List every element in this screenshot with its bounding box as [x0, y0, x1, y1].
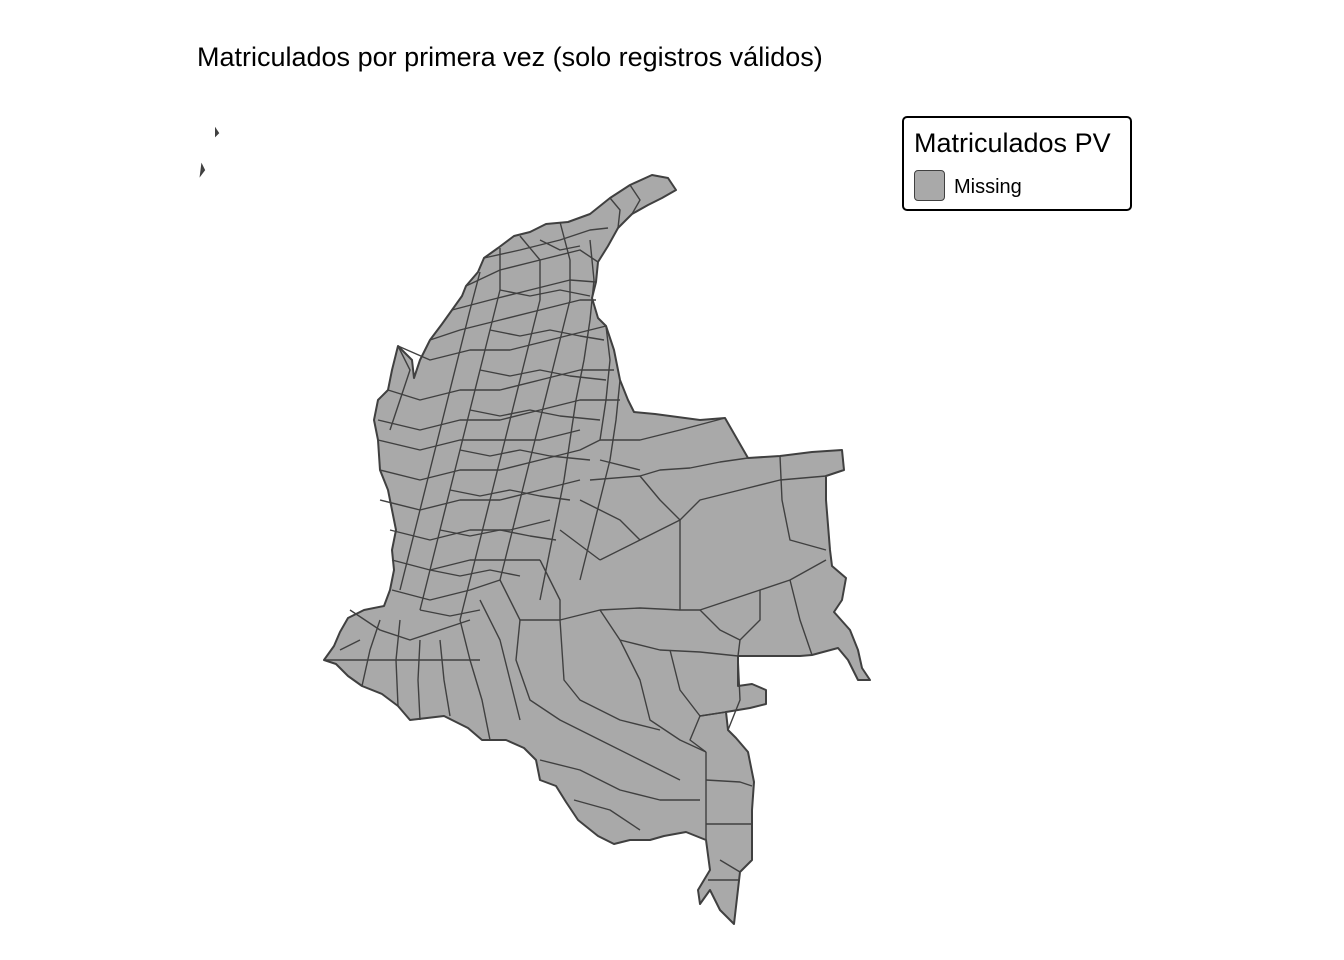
legend-title: Matriculados PV: [914, 128, 1111, 158]
island-providencia: [215, 126, 220, 138]
legend-swatch-missing: [914, 170, 945, 201]
country-outline: [323, 174, 871, 925]
legend-label-missing: Missing: [954, 176, 1022, 198]
municipal-boundaries: [324, 184, 827, 881]
legend: Matriculados PV Missing: [902, 116, 1132, 211]
island-san-andres: [199, 162, 206, 178]
map-title: Matriculados por primera vez (solo regis…: [197, 42, 823, 72]
island-markers: [199, 126, 220, 178]
